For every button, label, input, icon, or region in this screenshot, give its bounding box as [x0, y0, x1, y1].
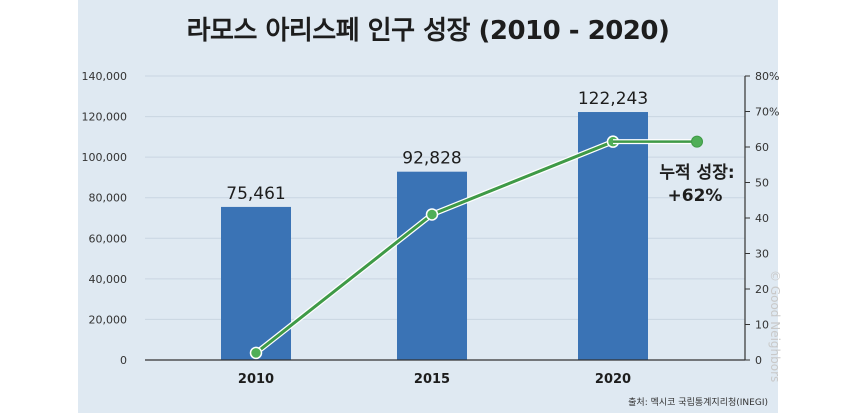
y-left-tick-3: 60,000: [89, 232, 128, 245]
source-note: 출처: 멕시코 국립통계지리청(INEGI): [628, 396, 768, 408]
y-right-tick-2: 20: [755, 283, 769, 296]
watermark: © Good Neighbors: [768, 270, 782, 383]
axes: [145, 75, 750, 361]
y-right-tick-3: 30: [755, 248, 769, 261]
growth-point-2015: [425, 208, 439, 221]
x-tick-2020: 2020: [595, 372, 631, 387]
x-tick-2015: 2015: [414, 372, 450, 387]
annotation-line2: +62%: [668, 186, 723, 206]
y-right-tick-0: 0: [755, 354, 762, 367]
growth-line: [249, 135, 703, 360]
y-left-tick-0: 0: [120, 354, 127, 367]
y-left-tick-2: 40,000: [89, 273, 128, 286]
y-right-tick-8: 80%: [755, 70, 779, 83]
annotation-line1: 누적 성장:: [659, 163, 734, 183]
growth-point-2010: [249, 346, 263, 360]
y-right-tick-6: 60: [755, 141, 769, 154]
chart-title: 라모스 아리스페 인구 성장 (2010 - 2020): [186, 16, 670, 46]
y-left-tick-4: 80,000: [89, 192, 128, 205]
y-right-tick-7: 70%: [755, 106, 779, 119]
y-left-tick-1: 20,000: [89, 313, 128, 326]
y-right-tick-4: 40: [755, 212, 769, 225]
y-left-tick-5: 100,000: [82, 151, 128, 164]
annotation-point: [691, 135, 703, 148]
y-left-tick-6: 120,000: [82, 111, 128, 124]
bar-2015: [397, 171, 467, 360]
bar-data-label-0: 75,461: [226, 184, 285, 204]
y-left-tick-7: 140,000: [82, 70, 128, 83]
y-right-tick-5: 50: [755, 177, 769, 190]
y-right-tick-1: 10: [755, 319, 769, 332]
bar-data-label-1: 92,828: [402, 149, 461, 169]
labels: 0 20,000 40,000 60,000 80,000 100,000 120,000 1…: [82, 70, 780, 408]
bar-data-label-2: 122,243: [578, 89, 648, 109]
x-tick-2010: 2010: [238, 372, 274, 387]
